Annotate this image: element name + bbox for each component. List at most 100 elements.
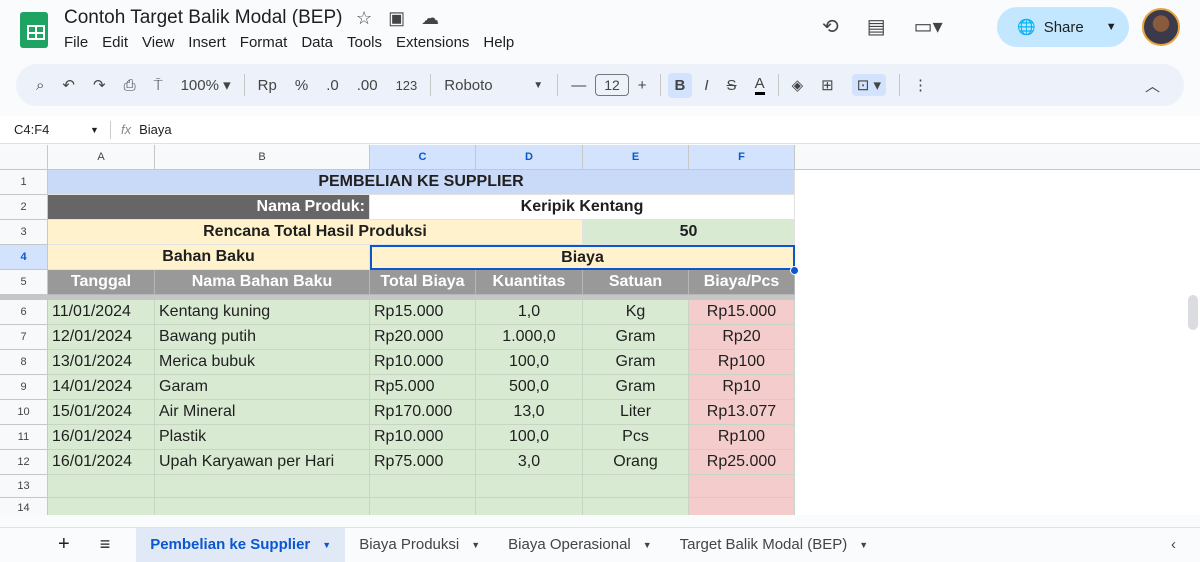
avatar[interactable] [1142,8,1180,46]
formula-input[interactable]: Biaya [139,122,172,137]
data-cell[interactable]: 1,0 [476,300,583,325]
data-cell[interactable]: Orang [583,450,689,475]
sheets-logo[interactable] [20,12,48,48]
document-title[interactable]: Contoh Target Balik Modal (BEP) [64,7,343,28]
column-header-D[interactable]: D [476,145,583,170]
star-icon[interactable]: ☆ [356,8,373,28]
chevron-down-icon[interactable]: ▼ [533,79,544,91]
title-cell[interactable]: PEMBELIAN KE SUPPLIER [48,170,795,195]
data-cell[interactable]: Rp5.000 [370,375,476,400]
data-cell[interactable]: 14/01/2024 [48,375,155,400]
currency-button[interactable]: Rp [257,76,277,94]
data-cell[interactable]: Rp20.000 [370,325,476,350]
frozen-row-divider[interactable] [0,295,795,300]
font-select[interactable]: Roboto [444,76,493,94]
spreadsheet-grid[interactable]: A B C D E F 1 2 3 4 5 6 7 8 9 10 11 12 13 14 PEMBELIAN KE SU… [0,145,1200,515]
data-cell[interactable]: Pcs [583,425,689,450]
increase-decimal-button[interactable]: .00 [356,76,378,94]
data-cell[interactable]: Rp15.000 [370,300,476,325]
group-biaya-cell-selected[interactable]: Biaya [370,245,795,270]
sheet-tab[interactable]: Target Balik Modal (BEP) ▼ [666,528,883,562]
menu-data[interactable]: Data [301,34,333,51]
product-label-cell[interactable]: Nama Produk: [48,195,370,220]
plan-label-cell[interactable]: Rencana Total Hasil Produksi [48,220,583,245]
meet-icon[interactable]: ▭▾ [913,16,943,38]
increase-font-size-button[interactable]: + [637,76,647,94]
empty-cell[interactable] [476,498,583,515]
menu-extensions[interactable]: Extensions [396,34,470,51]
row-header-12[interactable]: 12 [0,450,48,475]
sheet-tab[interactable]: Biaya Operasional ▼ [494,528,666,562]
cloud-saved-icon[interactable]: ☁ [421,8,440,28]
chevron-down-icon[interactable]: ▼ [90,124,99,135]
empty-cell[interactable] [689,475,795,498]
row-header-14[interactable]: 14 [0,498,48,515]
decrease-font-size-button[interactable]: — [571,76,587,94]
data-cell[interactable]: Rp10.000 [370,425,476,450]
menu-help[interactable]: Help [483,34,515,51]
more-options-icon[interactable]: ⋮ [912,77,928,94]
data-cell[interactable]: Garam [155,375,370,400]
empty-cell[interactable] [689,498,795,515]
row-header-1[interactable]: 1 [0,170,48,195]
column-header-B[interactable]: B [155,145,370,170]
data-cell[interactable]: Rp10 [689,375,795,400]
column-header-A[interactable]: A [48,145,155,170]
group-bahan-baku-cell[interactable]: Bahan Baku [48,245,370,270]
row-header-11[interactable]: 11 [0,425,48,450]
data-cell[interactable]: Merica bubuk [155,350,370,375]
row-header-9[interactable]: 9 [0,375,48,400]
empty-cell[interactable] [48,498,155,515]
data-cell[interactable]: Rp100 [689,425,795,450]
data-cell[interactable]: Air Mineral [155,400,370,425]
percent-button[interactable]: % [294,76,309,94]
menu-format[interactable]: Format [239,34,288,51]
column-title-cell[interactable]: Kuantitas [476,270,583,295]
menu-edit[interactable]: Edit [102,34,129,51]
chevron-down-icon[interactable]: ▼ [322,539,332,550]
menu-file[interactable]: File [64,34,89,51]
menu-insert[interactable]: Insert [188,34,226,51]
row-header-13[interactable]: 13 [0,475,48,498]
sheet-tab[interactable]: Pembelian ke Supplier ▼ [136,527,346,562]
empty-cell[interactable] [476,475,583,498]
data-cell[interactable]: 15/01/2024 [48,400,155,425]
plan-value-cell[interactable]: 50 [583,220,795,245]
version-history-icon[interactable]: ⟲ [822,16,839,38]
data-cell[interactable]: Kentang kuning [155,300,370,325]
menu-view[interactable]: View [142,34,175,51]
data-cell[interactable]: 100,0 [476,350,583,375]
data-cell[interactable]: Rp170.000 [370,400,476,425]
comments-icon[interactable]: ▤ [866,16,886,38]
scroll-tabs-left-icon[interactable]: ‹ [1171,536,1176,553]
collapse-toolbar-icon[interactable]: ︿ [1144,77,1160,95]
number-format-button[interactable]: 123 [395,77,418,93]
print-icon[interactable]: ⎙ [123,76,136,94]
column-title-cell[interactable]: Tanggal [48,270,155,295]
data-cell[interactable]: 1.000,0 [476,325,583,350]
empty-cell[interactable] [370,498,476,515]
merge-cells-icon[interactable]: ⊡ ▾ [851,74,886,96]
share-dropdown-icon[interactable]: ▼ [1105,21,1117,33]
row-header-7[interactable]: 7 [0,325,48,350]
data-cell[interactable]: Gram [583,350,689,375]
italic-button[interactable]: I [704,76,709,94]
redo-icon[interactable]: ↷ [92,77,106,94]
data-cell[interactable]: 3,0 [476,450,583,475]
column-header-C[interactable]: C [370,145,476,170]
select-all-corner[interactable] [0,145,48,170]
column-title-cell[interactable]: Nama Bahan Baku [155,270,370,295]
add-sheet-button[interactable]: + [58,533,70,555]
data-cell[interactable]: Rp15.000 [689,300,795,325]
data-cell[interactable]: Gram [583,325,689,350]
chevron-down-icon[interactable]: ▼ [859,539,869,550]
data-cell[interactable]: Kg [583,300,689,325]
empty-cell[interactable] [155,475,370,498]
data-cell[interactable]: 13/01/2024 [48,350,155,375]
row-header-2[interactable]: 2 [0,195,48,220]
name-box[interactable]: C4:F4 [14,122,50,137]
row-header-5[interactable]: 5 [0,270,48,295]
row-header-3[interactable]: 3 [0,220,48,245]
zoom-select[interactable]: 100% ▾ [180,77,231,94]
data-cell[interactable]: 12/01/2024 [48,325,155,350]
